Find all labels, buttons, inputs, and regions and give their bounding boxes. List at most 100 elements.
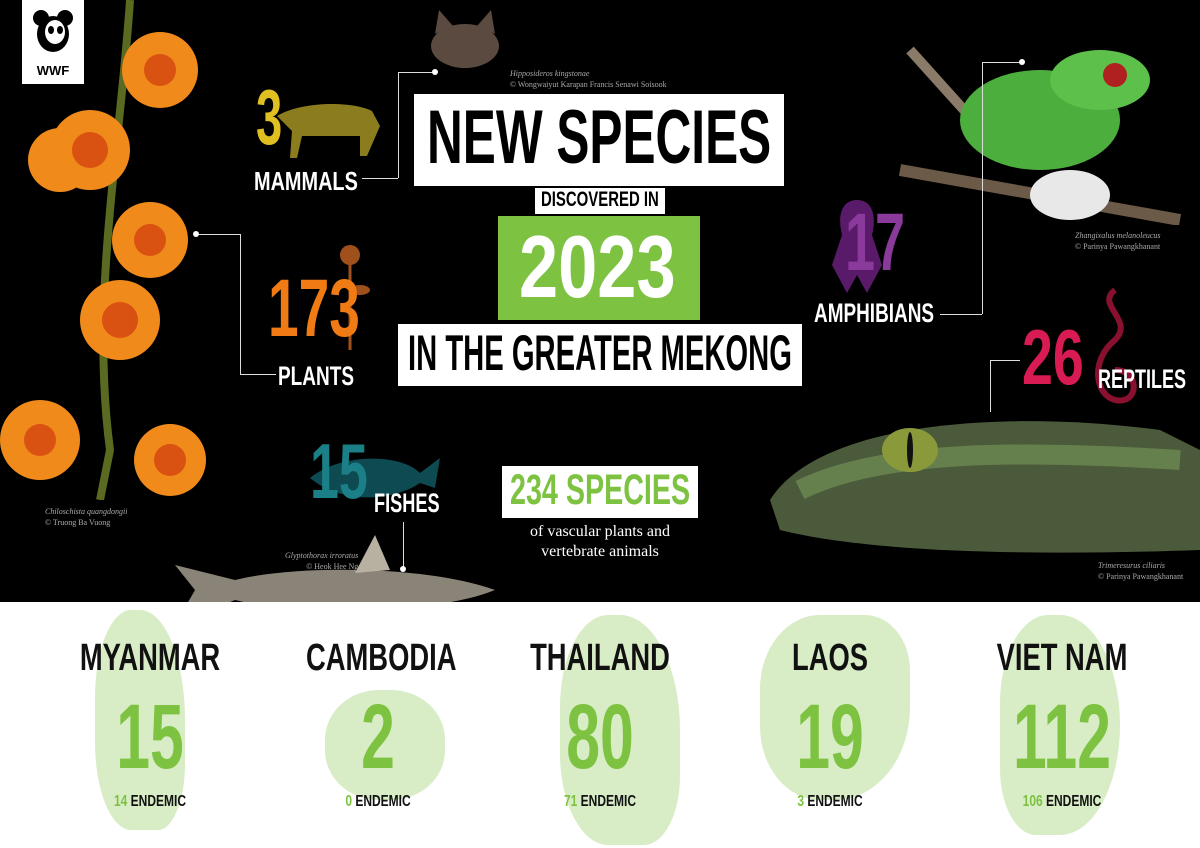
fish-silhouette-icon bbox=[310, 458, 440, 498]
orchid-image bbox=[0, 0, 206, 500]
endemic-count: 106 bbox=[1022, 792, 1043, 810]
title-line1: NEW SPECIES bbox=[427, 95, 772, 180]
snake-credit: Trimeresurus ciliaris © Parinya Pawangkha… bbox=[1098, 560, 1183, 582]
endemic-label: ENDEMIC bbox=[130, 792, 187, 810]
country-endemic: 14 ENDEMIC bbox=[75, 792, 225, 813]
connector bbox=[990, 360, 991, 412]
connector bbox=[398, 72, 434, 73]
mammals-count: 3 bbox=[256, 73, 283, 161]
laos-map bbox=[760, 615, 910, 800]
fish-image bbox=[175, 535, 495, 602]
panda-icon bbox=[33, 10, 73, 52]
country-myanmar: MYANMAR 15 14 ENDEMIC bbox=[50, 636, 250, 813]
country-cambodia: CAMBODIA 2 0 ENDEMIC bbox=[278, 636, 478, 813]
connector bbox=[196, 234, 240, 235]
total-description: of vascular plants and vertebrate animal… bbox=[490, 522, 710, 562]
mammals-label: MAMMALS bbox=[254, 166, 358, 196]
wwf-logo-text: WWF bbox=[36, 63, 70, 78]
reptiles-label: REPTILES bbox=[1098, 364, 1187, 394]
country-count: 80 bbox=[566, 685, 634, 788]
plant-icon bbox=[340, 245, 370, 350]
country-endemic: 0 ENDEMIC bbox=[303, 792, 453, 813]
thailand-map bbox=[560, 615, 680, 845]
year-box: 2023 bbox=[498, 216, 700, 320]
frog-credit: Zhangixalus melanoleucus © Parinya Pawang… bbox=[1075, 230, 1161, 252]
amphibians-label: AMPHIBIANS bbox=[814, 298, 935, 328]
endemic-count: 71 bbox=[563, 792, 578, 810]
connector bbox=[982, 62, 1022, 63]
endemic-label: ENDEMIC bbox=[355, 792, 411, 810]
country-count: 112 bbox=[1013, 685, 1111, 788]
subtitle-box: DISCOVERED IN bbox=[535, 188, 665, 214]
connector-dot bbox=[432, 69, 438, 75]
connector bbox=[398, 72, 399, 178]
bat-credit: Hipposideros kingstonae © Wongwaiyut Kara… bbox=[510, 68, 667, 90]
country-count: 19 bbox=[796, 685, 864, 788]
frog-silhouette-icon bbox=[832, 200, 882, 293]
country-endemic: 3 ENDEMIC bbox=[755, 792, 905, 813]
endemic-label: ENDEMIC bbox=[807, 792, 863, 810]
country-count: 15 bbox=[116, 685, 184, 788]
myanmar-map bbox=[95, 610, 185, 830]
connector bbox=[240, 234, 241, 374]
fishes-label: FISHES bbox=[374, 488, 440, 518]
connector bbox=[403, 522, 404, 568]
frog-author: © Parinya Pawangkhanant bbox=[1075, 242, 1161, 251]
region-box: IN THE GREATER MEKONG bbox=[398, 324, 802, 386]
wwf-logo: WWF bbox=[22, 0, 84, 84]
frog-image bbox=[898, 46, 1182, 225]
plants-label: PLANTS bbox=[278, 361, 355, 391]
bat-species: Hipposideros kingstonae bbox=[510, 69, 590, 78]
connector bbox=[982, 62, 983, 314]
country-count: 2 bbox=[361, 685, 395, 788]
hero-panel: WWF NEW SPECIES DISCOVERED IN 2023 IN TH… bbox=[0, 0, 1200, 602]
bat-image bbox=[431, 10, 499, 68]
bat-author: © Wongwaiyut Karapan Francis Senawi Sois… bbox=[510, 80, 667, 89]
total-count: 234 SPECIES bbox=[510, 466, 691, 514]
orchid-author: © Truong Ba Vuong bbox=[45, 518, 111, 527]
country-thailand: THAILAND 80 71 ENDEMIC bbox=[500, 636, 700, 813]
total-desc-line1: of vascular plants and bbox=[530, 523, 670, 540]
reptiles-count: 26 bbox=[1022, 313, 1084, 401]
connector bbox=[362, 178, 398, 179]
title-line2: DISCOVERED IN bbox=[541, 188, 659, 211]
title-line3: IN THE GREATER MEKONG bbox=[408, 325, 792, 381]
fish-credit: Glyptothorax irroratus © Heok Hee Ng bbox=[285, 550, 358, 572]
amphibians-count: 17 bbox=[845, 197, 906, 288]
total-desc-line2: vertebrate animals bbox=[541, 543, 659, 560]
fish-author: © Heok Hee Ng bbox=[306, 562, 359, 571]
connector-dot bbox=[193, 231, 199, 237]
country-name: CAMBODIA bbox=[306, 637, 457, 679]
total-box: 234 SPECIES bbox=[502, 466, 698, 518]
country-vietnam: VIET NAM 112 106 ENDEMIC bbox=[962, 636, 1162, 813]
endemic-count: 14 bbox=[113, 792, 128, 810]
fish-species: Glyptothorax irroratus bbox=[285, 551, 359, 560]
connector-dot bbox=[1019, 59, 1025, 65]
endemic-label: ENDEMIC bbox=[580, 792, 637, 810]
country-name: LAOS bbox=[791, 637, 869, 679]
snake-author: © Parinya Pawangkhanant bbox=[1098, 572, 1184, 581]
cambodia-map bbox=[325, 690, 445, 800]
snake-species: Trimeresurus ciliaris bbox=[1098, 561, 1166, 570]
country-name: MYANMAR bbox=[79, 637, 221, 679]
country-laos: LAOS 19 3 ENDEMIC bbox=[730, 636, 930, 813]
endemic-count: 3 bbox=[797, 792, 804, 810]
title-box: NEW SPECIES bbox=[414, 94, 784, 186]
connector bbox=[990, 360, 1020, 361]
connector-dot bbox=[400, 566, 406, 572]
country-endemic: 106 ENDEMIC bbox=[987, 792, 1137, 813]
connector bbox=[940, 314, 982, 315]
endemic-label: ENDEMIC bbox=[1046, 792, 1102, 810]
tiger-icon bbox=[277, 104, 380, 158]
endemic-count: 0 bbox=[345, 792, 352, 810]
country-name: VIET NAM bbox=[996, 637, 1128, 679]
snake-image bbox=[770, 421, 1200, 553]
year: 2023 bbox=[519, 217, 676, 316]
orchid-credit: Chiloschista quangdongii © Truong Ba Vuon… bbox=[45, 506, 127, 528]
snake-silhouette-icon bbox=[1095, 287, 1137, 404]
frog-species: Zhangixalus melanoleucus bbox=[1075, 231, 1161, 240]
plants-count: 173 bbox=[268, 263, 360, 354]
fishes-count: 15 bbox=[310, 427, 368, 515]
connector bbox=[240, 374, 276, 375]
orchid-species: Chiloschista quangdongii bbox=[45, 507, 128, 516]
